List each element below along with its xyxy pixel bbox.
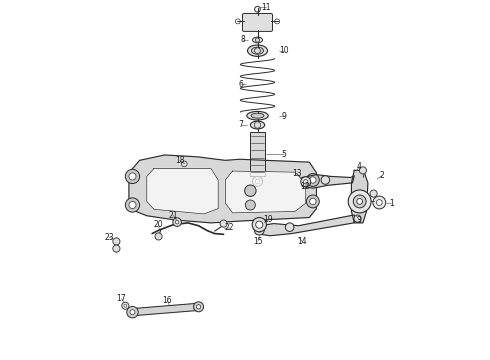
Text: 11: 11 xyxy=(261,3,270,12)
Circle shape xyxy=(129,173,136,180)
Ellipse shape xyxy=(247,45,268,57)
Circle shape xyxy=(359,167,367,174)
Circle shape xyxy=(254,122,261,128)
Circle shape xyxy=(310,198,316,204)
Circle shape xyxy=(376,200,382,205)
Circle shape xyxy=(353,195,366,208)
Circle shape xyxy=(255,48,260,54)
FancyBboxPatch shape xyxy=(243,14,272,31)
Circle shape xyxy=(306,174,319,186)
Circle shape xyxy=(173,218,181,226)
Text: 2: 2 xyxy=(379,171,384,180)
Circle shape xyxy=(310,177,316,183)
Polygon shape xyxy=(129,155,317,223)
Circle shape xyxy=(348,190,371,213)
Circle shape xyxy=(255,6,260,12)
Text: 4: 4 xyxy=(357,162,362,171)
Circle shape xyxy=(301,177,311,187)
Text: 17: 17 xyxy=(117,294,126,303)
Circle shape xyxy=(122,302,129,309)
Text: 20: 20 xyxy=(154,220,163,229)
Circle shape xyxy=(370,190,377,197)
Polygon shape xyxy=(256,215,356,236)
Circle shape xyxy=(256,221,263,228)
Text: 7: 7 xyxy=(238,121,243,130)
Circle shape xyxy=(252,217,267,232)
Circle shape xyxy=(155,233,162,240)
Circle shape xyxy=(125,169,140,184)
Text: 21: 21 xyxy=(168,211,177,220)
Circle shape xyxy=(194,302,203,312)
Circle shape xyxy=(196,305,201,309)
Text: 6: 6 xyxy=(238,80,243,89)
Polygon shape xyxy=(132,303,199,316)
Text: 12: 12 xyxy=(300,182,310,191)
Ellipse shape xyxy=(252,37,263,43)
Circle shape xyxy=(127,306,138,318)
Circle shape xyxy=(373,196,386,209)
Circle shape xyxy=(175,220,179,224)
Circle shape xyxy=(321,176,330,184)
Circle shape xyxy=(254,225,264,235)
Circle shape xyxy=(255,179,260,184)
Polygon shape xyxy=(351,170,368,223)
Circle shape xyxy=(113,238,120,245)
Circle shape xyxy=(255,38,260,42)
Bar xyxy=(250,132,265,176)
Circle shape xyxy=(252,176,263,186)
Ellipse shape xyxy=(247,111,268,120)
Text: 18: 18 xyxy=(175,156,185,165)
Text: 13: 13 xyxy=(293,169,302,178)
Ellipse shape xyxy=(251,47,264,54)
Text: 9: 9 xyxy=(282,112,287,121)
Text: 3: 3 xyxy=(357,216,362,225)
Circle shape xyxy=(304,180,308,184)
Circle shape xyxy=(357,199,363,204)
Circle shape xyxy=(354,215,361,222)
Circle shape xyxy=(245,185,256,197)
Text: 8: 8 xyxy=(241,36,245,45)
Circle shape xyxy=(130,310,135,315)
Text: 1: 1 xyxy=(389,199,394,208)
Circle shape xyxy=(181,161,187,167)
Circle shape xyxy=(220,220,227,227)
Polygon shape xyxy=(302,175,354,188)
Text: 15: 15 xyxy=(253,237,263,246)
Circle shape xyxy=(245,200,255,210)
Circle shape xyxy=(285,223,294,231)
Circle shape xyxy=(124,304,127,307)
Ellipse shape xyxy=(251,113,264,118)
Ellipse shape xyxy=(250,121,265,129)
Circle shape xyxy=(275,19,280,24)
Text: 14: 14 xyxy=(297,237,307,246)
Circle shape xyxy=(257,228,262,232)
Polygon shape xyxy=(147,168,218,214)
Circle shape xyxy=(129,202,136,208)
Text: 16: 16 xyxy=(162,296,172,305)
Text: 22: 22 xyxy=(224,223,234,232)
Circle shape xyxy=(125,198,140,212)
Polygon shape xyxy=(225,171,306,213)
Text: 5: 5 xyxy=(282,150,287,159)
Circle shape xyxy=(235,19,241,24)
Text: 10: 10 xyxy=(279,46,289,55)
Text: 19: 19 xyxy=(264,215,273,224)
Circle shape xyxy=(306,195,319,208)
Text: 23: 23 xyxy=(104,233,114,242)
Circle shape xyxy=(113,245,120,252)
